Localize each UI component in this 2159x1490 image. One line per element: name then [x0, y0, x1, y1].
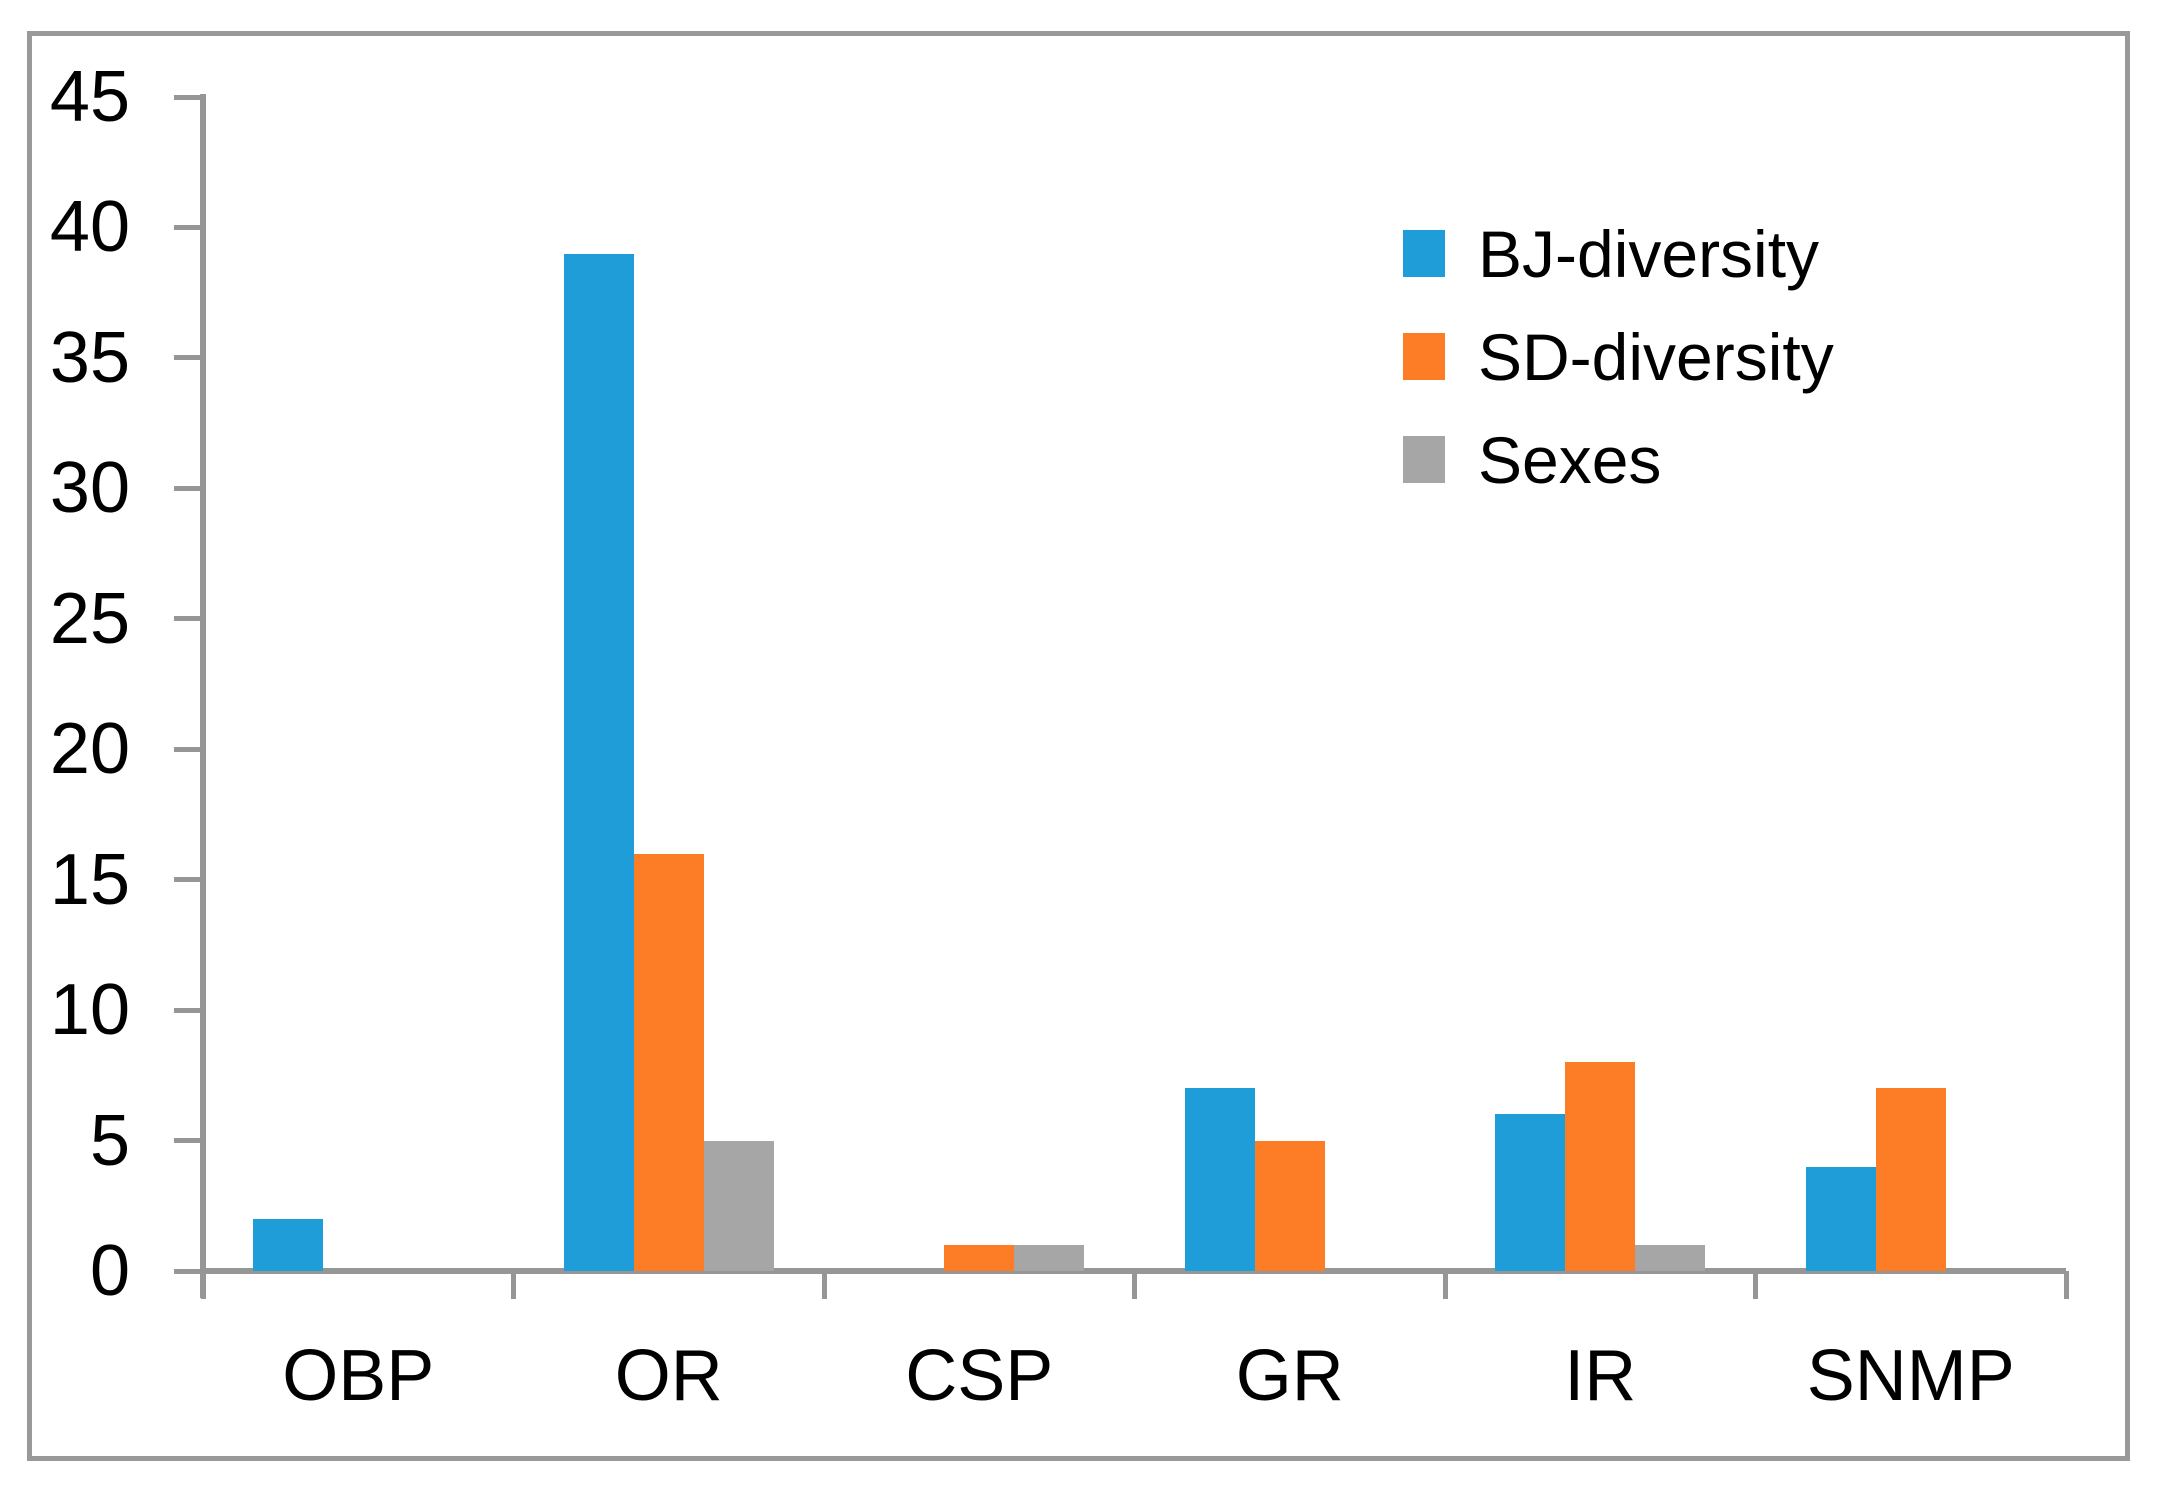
legend-swatch-icon	[1403, 230, 1445, 277]
legend-item-BJ-diversity: BJ-diversity	[1403, 202, 1834, 305]
legend: BJ-diversity SD-diversity Sexes	[1403, 202, 1834, 511]
chart-frame	[27, 31, 2130, 1461]
legend-label: BJ-diversity	[1478, 216, 1820, 291]
legend-item-Sexes: Sexes	[1403, 408, 1834, 511]
legend-swatch-icon	[1403, 436, 1445, 483]
legend-label: Sexes	[1478, 422, 1662, 497]
legend-label: SD-diversity	[1478, 319, 1834, 394]
legend-item-SD-diversity: SD-diversity	[1403, 305, 1834, 408]
legend-swatch-icon	[1403, 333, 1445, 380]
